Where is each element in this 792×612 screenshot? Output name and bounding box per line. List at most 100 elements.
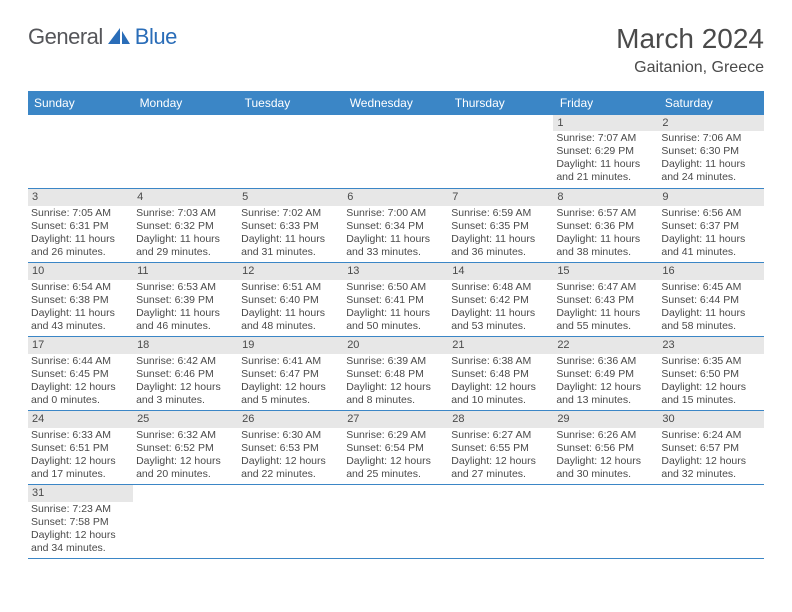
day-info: Sunrise: 7:23 AMSunset: 7:58 PMDaylight:… xyxy=(28,502,133,556)
day-number: 13 xyxy=(343,263,448,279)
day-info: Sunrise: 7:00 AMSunset: 6:34 PMDaylight:… xyxy=(343,206,448,260)
day-info: Sunrise: 6:33 AMSunset: 6:51 PMDaylight:… xyxy=(28,428,133,482)
calendar-cell: 22Sunrise: 6:36 AMSunset: 6:49 PMDayligh… xyxy=(553,337,658,411)
day-number: 9 xyxy=(658,189,763,205)
calendar-cell xyxy=(343,115,448,189)
day-number: 1 xyxy=(553,115,658,131)
day-info-line: Sunset: 6:42 PM xyxy=(451,294,553,307)
day-info-line: Daylight: 11 hours xyxy=(451,307,553,320)
calendar-cell: 4Sunrise: 7:03 AMSunset: 6:32 PMDaylight… xyxy=(133,189,238,263)
day-number: 12 xyxy=(238,263,343,279)
day-number: 7 xyxy=(448,189,553,205)
day-info-line: Sunrise: 7:07 AM xyxy=(556,132,658,145)
day-info-line: Daylight: 11 hours xyxy=(661,307,763,320)
day-header-wed: Wednesday xyxy=(343,91,448,115)
day-info: Sunrise: 6:41 AMSunset: 6:47 PMDaylight:… xyxy=(238,354,343,408)
day-info-line: Sunrise: 6:35 AM xyxy=(661,355,763,368)
day-number: 8 xyxy=(553,189,658,205)
calendar-cell: 27Sunrise: 6:29 AMSunset: 6:54 PMDayligh… xyxy=(343,411,448,485)
day-info-line: Daylight: 11 hours xyxy=(556,158,658,171)
day-info-line: Sunrise: 7:03 AM xyxy=(136,207,238,220)
title-block: March 2024 Gaitanion, Greece xyxy=(616,24,764,77)
day-info-line: Sunrise: 6:48 AM xyxy=(451,281,553,294)
calendar-cell: 31Sunrise: 7:23 AMSunset: 7:58 PMDayligh… xyxy=(28,485,133,559)
calendar-cell: 7Sunrise: 6:59 AMSunset: 6:35 PMDaylight… xyxy=(448,189,553,263)
day-header-sat: Saturday xyxy=(658,91,763,115)
day-info-line: Sunset: 6:36 PM xyxy=(556,220,658,233)
day-info-line: Sunrise: 6:29 AM xyxy=(346,429,448,442)
day-number: 5 xyxy=(238,189,343,205)
day-info-line: and 24 minutes. xyxy=(661,171,763,184)
day-info-line: Sunrise: 7:00 AM xyxy=(346,207,448,220)
day-info-line: Sunset: 6:30 PM xyxy=(661,145,763,158)
day-info-line: Sunset: 6:50 PM xyxy=(661,368,763,381)
sail-icon xyxy=(105,26,133,48)
calendar-cell xyxy=(448,115,553,189)
calendar-cell: 3Sunrise: 7:05 AMSunset: 6:31 PMDaylight… xyxy=(28,189,133,263)
day-info: Sunrise: 6:48 AMSunset: 6:42 PMDaylight:… xyxy=(448,280,553,334)
day-info-line: and 30 minutes. xyxy=(556,468,658,481)
calendar-cell xyxy=(133,115,238,189)
calendar-body: 1Sunrise: 7:07 AMSunset: 6:29 PMDaylight… xyxy=(28,115,764,559)
day-number: 17 xyxy=(28,337,133,353)
day-info-line: Sunrise: 6:57 AM xyxy=(556,207,658,220)
day-info-line: Daylight: 11 hours xyxy=(451,233,553,246)
day-info-line: Sunrise: 6:53 AM xyxy=(136,281,238,294)
day-info-line: Sunset: 6:48 PM xyxy=(451,368,553,381)
day-info: Sunrise: 6:57 AMSunset: 6:36 PMDaylight:… xyxy=(553,206,658,260)
logo: General Blue xyxy=(28,24,177,50)
calendar-cell: 8Sunrise: 6:57 AMSunset: 6:36 PMDaylight… xyxy=(553,189,658,263)
calendar-cell: 30Sunrise: 6:24 AMSunset: 6:57 PMDayligh… xyxy=(658,411,763,485)
week-row: 17Sunrise: 6:44 AMSunset: 6:45 PMDayligh… xyxy=(28,337,764,411)
day-info: Sunrise: 6:54 AMSunset: 6:38 PMDaylight:… xyxy=(28,280,133,334)
day-info-line: Daylight: 12 hours xyxy=(451,381,553,394)
day-info-line: Sunrise: 6:59 AM xyxy=(451,207,553,220)
day-info-line: Daylight: 12 hours xyxy=(661,381,763,394)
day-number: 30 xyxy=(658,411,763,427)
calendar-cell: 28Sunrise: 6:27 AMSunset: 6:55 PMDayligh… xyxy=(448,411,553,485)
day-info-line: and 38 minutes. xyxy=(556,246,658,259)
calendar-cell: 19Sunrise: 6:41 AMSunset: 6:47 PMDayligh… xyxy=(238,337,343,411)
day-info: Sunrise: 6:30 AMSunset: 6:53 PMDaylight:… xyxy=(238,428,343,482)
day-info-line: Sunrise: 6:50 AM xyxy=(346,281,448,294)
day-info-line: Sunset: 6:55 PM xyxy=(451,442,553,455)
day-info-line: and 20 minutes. xyxy=(136,468,238,481)
day-info-line: and 25 minutes. xyxy=(346,468,448,481)
calendar-cell xyxy=(28,115,133,189)
day-info-line: Sunset: 6:47 PM xyxy=(241,368,343,381)
day-info-line: Daylight: 11 hours xyxy=(346,307,448,320)
day-info-line: Daylight: 12 hours xyxy=(556,381,658,394)
day-info-line: Daylight: 12 hours xyxy=(661,455,763,468)
day-info: Sunrise: 6:32 AMSunset: 6:52 PMDaylight:… xyxy=(133,428,238,482)
day-info-line: Daylight: 11 hours xyxy=(136,307,238,320)
day-info-line: Sunrise: 6:44 AM xyxy=(31,355,133,368)
calendar-cell: 25Sunrise: 6:32 AMSunset: 6:52 PMDayligh… xyxy=(133,411,238,485)
day-info: Sunrise: 7:06 AMSunset: 6:30 PMDaylight:… xyxy=(658,131,763,185)
day-info-line: Daylight: 12 hours xyxy=(346,381,448,394)
day-info-line: Daylight: 12 hours xyxy=(136,455,238,468)
day-info-line: and 17 minutes. xyxy=(31,468,133,481)
day-info-line: Sunset: 6:48 PM xyxy=(346,368,448,381)
day-info-line: and 8 minutes. xyxy=(346,394,448,407)
day-info-line: Sunset: 7:58 PM xyxy=(31,516,133,529)
week-row: 10Sunrise: 6:54 AMSunset: 6:38 PMDayligh… xyxy=(28,263,764,337)
day-info-line: and 3 minutes. xyxy=(136,394,238,407)
calendar-cell: 6Sunrise: 7:00 AMSunset: 6:34 PMDaylight… xyxy=(343,189,448,263)
calendar-cell: 2Sunrise: 7:06 AMSunset: 6:30 PMDaylight… xyxy=(658,115,763,189)
day-number: 11 xyxy=(133,263,238,279)
day-info-line: Sunrise: 6:33 AM xyxy=(31,429,133,442)
day-number: 18 xyxy=(133,337,238,353)
day-header-fri: Friday xyxy=(553,91,658,115)
day-info-line: Sunset: 6:32 PM xyxy=(136,220,238,233)
day-info-line: Sunset: 6:37 PM xyxy=(661,220,763,233)
day-info-line: Sunset: 6:49 PM xyxy=(556,368,658,381)
day-info-line: and 26 minutes. xyxy=(31,246,133,259)
week-row: 31Sunrise: 7:23 AMSunset: 7:58 PMDayligh… xyxy=(28,485,764,559)
day-info: Sunrise: 6:53 AMSunset: 6:39 PMDaylight:… xyxy=(133,280,238,334)
day-info: Sunrise: 6:50 AMSunset: 6:41 PMDaylight:… xyxy=(343,280,448,334)
day-number: 25 xyxy=(133,411,238,427)
day-info-line: and 46 minutes. xyxy=(136,320,238,333)
day-info-line: Daylight: 11 hours xyxy=(31,307,133,320)
day-info: Sunrise: 6:24 AMSunset: 6:57 PMDaylight:… xyxy=(658,428,763,482)
day-info-line: and 53 minutes. xyxy=(451,320,553,333)
